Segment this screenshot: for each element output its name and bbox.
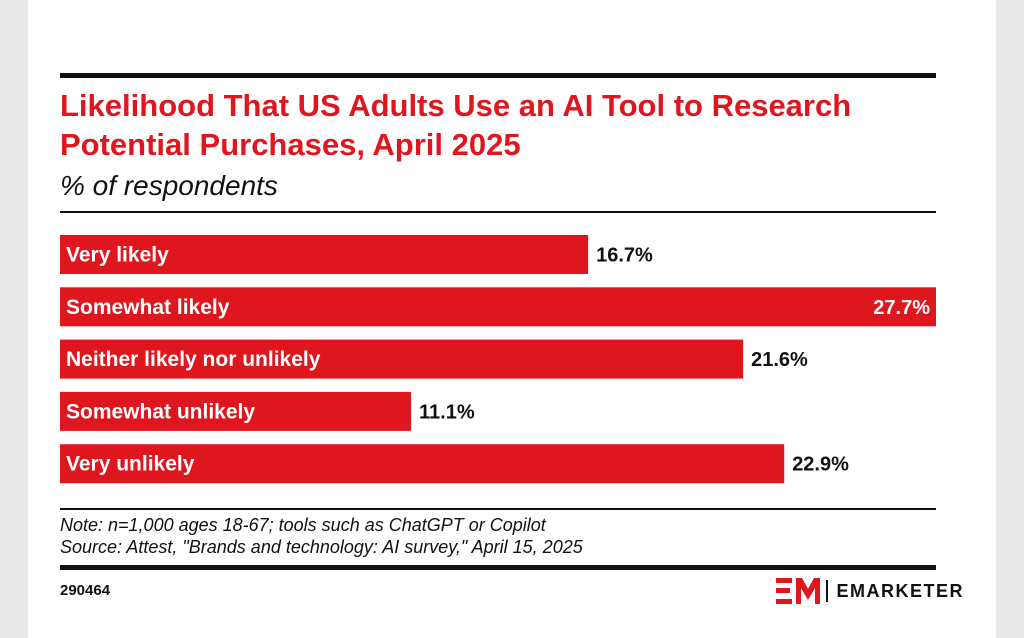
category-label: Neither likely nor unlikely xyxy=(66,348,321,371)
chart-title: Likelihood That US Adults Use an AI Tool… xyxy=(60,88,852,162)
brand-name: EMARKETER xyxy=(836,580,964,601)
em-logo-icon xyxy=(776,578,821,604)
brand-logo: EMARKETER xyxy=(776,577,964,605)
value-label: 22.9% xyxy=(792,454,849,476)
value-label: 21.6% xyxy=(751,349,808,371)
value-label: 11.1% xyxy=(419,401,475,423)
chart-notes: Note: n=1,000 ages 18-67; tools such as … xyxy=(60,514,936,558)
header-rule xyxy=(60,211,936,213)
category-label: Very unlikely xyxy=(66,453,195,476)
chart-id: 290464 xyxy=(60,582,111,599)
value-label: 16.7% xyxy=(596,245,653,267)
bar-neither-likely-nor-unlikely xyxy=(60,339,744,379)
bottom-rule xyxy=(60,565,936,570)
category-label: Very likely xyxy=(66,244,169,267)
note-text: Note: n=1,000 ages 18-67; tools such as … xyxy=(60,515,546,535)
chart-subtitle: % of respondents xyxy=(60,170,278,201)
category-label: Somewhat unlikely xyxy=(66,400,255,423)
bar-somewhat-unlikely xyxy=(60,391,412,431)
note-rule xyxy=(60,508,936,510)
bar-very-likely xyxy=(60,235,589,274)
bar-very-unlikely xyxy=(60,444,785,484)
top-rule xyxy=(60,73,936,78)
source-text: Source: Attest, "Brands and technology: … xyxy=(60,537,583,557)
brand-separator xyxy=(826,580,829,602)
value-label: 27.7% xyxy=(873,297,930,319)
bar-somewhat-likely xyxy=(60,287,936,327)
category-label: Somewhat likely xyxy=(66,296,230,319)
bar-chart: Very likely 16.7% Somewhat likely 27.7% Neit… xyxy=(60,235,936,484)
